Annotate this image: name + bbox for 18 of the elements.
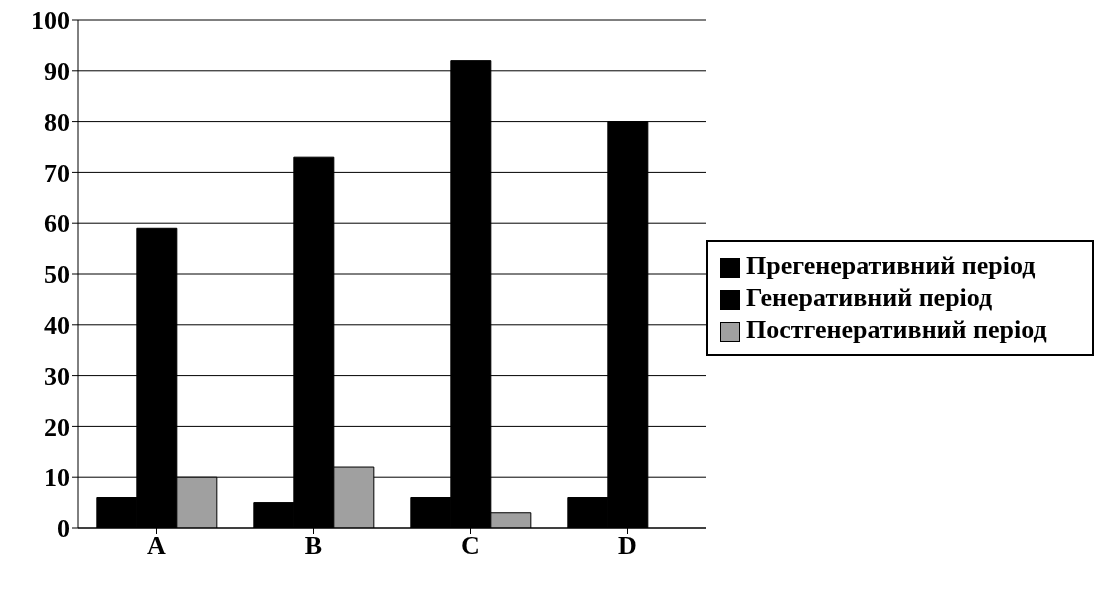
- legend-label: Генеративний період: [746, 282, 993, 314]
- legend-label: Постгенеративний період: [746, 314, 1047, 346]
- y-tick-label: 70: [44, 158, 70, 188]
- y-tick-label: 40: [44, 311, 70, 341]
- x-tick-label: B: [304, 531, 323, 561]
- y-tick-label: 50: [44, 260, 70, 290]
- legend-label: Прегенеративний період: [746, 250, 1036, 282]
- x-tick-label: A: [147, 531, 167, 561]
- y-tick-label: 30: [44, 361, 70, 391]
- y-tick-label: 90: [44, 57, 70, 87]
- y-tick-label: 80: [44, 107, 70, 137]
- y-tick-label: 100: [31, 6, 70, 36]
- y-tick-label: 10: [44, 463, 70, 493]
- y-tick-label: 60: [44, 209, 70, 239]
- x-tick-label: C: [461, 531, 480, 561]
- y-tick-label: 20: [44, 412, 70, 442]
- x-tick-label: D: [618, 531, 637, 561]
- y-tick-label: 0: [57, 514, 70, 544]
